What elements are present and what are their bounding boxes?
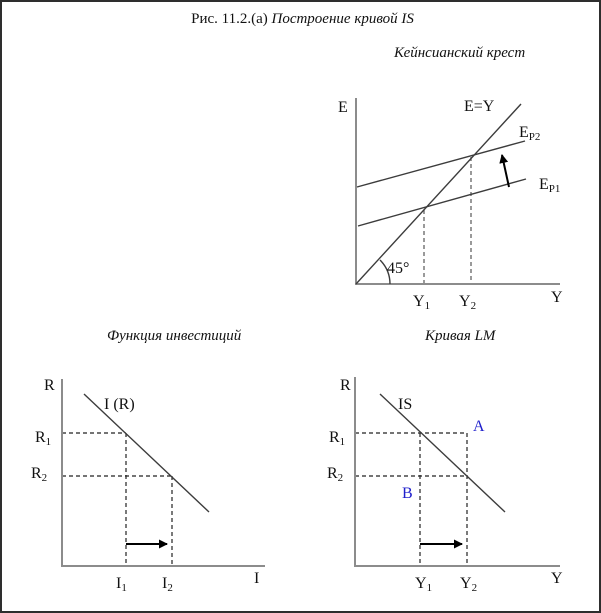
e-axis-label: E (338, 99, 348, 116)
is-curve (379, 393, 506, 513)
i-axis-label: I (254, 570, 259, 587)
keynesian-cross-panel: E E=Y EP2 EP1 45° Y1 Y2 Y (338, 98, 563, 312)
figure-title: Рис. 11.2.(а) Построение кривой IS (2, 11, 599, 28)
r-axis-label: R (44, 377, 55, 394)
point-b-label: B (402, 485, 413, 502)
y2-tick-label: Y2 (460, 575, 477, 594)
y-axis-label: Y (551, 289, 563, 306)
angle-arc (379, 259, 391, 285)
is-curve-panel: R IS A B R1 R2 Y1 Y2 Y (327, 377, 563, 594)
r1-tick-label: R1 (35, 429, 51, 448)
investment-function-panel: R I (R) R1 R2 I1 I2 I (31, 377, 265, 594)
y-axis-label: Y (551, 570, 563, 587)
ep1-label: EP1 (539, 176, 560, 195)
investment-curve-label: I (R) (104, 396, 135, 413)
figure-title-emphasis: Построение кривой IS (271, 11, 414, 27)
r-axis-label: R (340, 377, 351, 394)
i1-tick-label: I1 (116, 575, 127, 594)
i2-tick-label: I2 (162, 575, 173, 594)
expenditure-line-ep1 (357, 178, 527, 227)
ep2-label: EP2 (519, 124, 540, 143)
panel-title-keynesian-cross: Кейнсианский крест (394, 45, 526, 61)
y1-tick-label: Y1 (415, 575, 432, 594)
y2-tick-label: Y2 (459, 293, 476, 312)
investment-curve (83, 393, 210, 513)
figure-title-prefix: Рис. 11.2.(а) (191, 11, 272, 27)
panel-title-lm-curve: Кривая LM (425, 328, 496, 344)
is-curve-label: IS (398, 396, 412, 413)
point-a-label: A (473, 418, 485, 435)
y1-tick-label: Y1 (413, 293, 430, 312)
ey-line-label: E=Y (464, 98, 495, 115)
r1-tick-label: R1 (329, 429, 345, 448)
shift-up-arrow (499, 154, 510, 188)
r2-tick-label: R2 (31, 465, 47, 484)
panel-title-investment-function: Функция инвестиций (107, 328, 242, 344)
angle-label: 45° (387, 260, 409, 277)
expenditure-line-ep2 (356, 140, 526, 188)
equality-line-ey (355, 103, 522, 285)
r2-tick-label: R2 (327, 465, 343, 484)
